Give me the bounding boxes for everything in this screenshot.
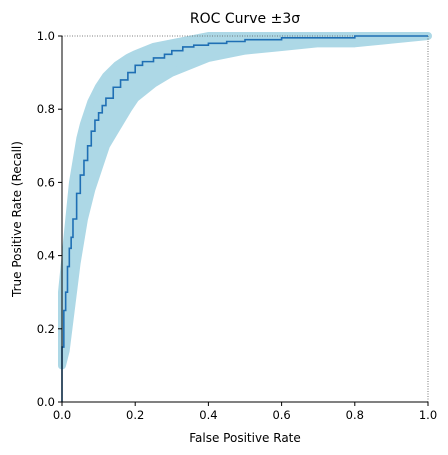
x-tick-label: 1.0 [419,408,437,422]
y-tick-label: 0.0 [37,395,55,409]
x-tick-label: 0.8 [346,408,364,422]
x-tick-label: 0.6 [272,408,290,422]
plot-area [58,32,432,402]
y-axis-label: True Positive Rate (Recall) [10,141,24,298]
x-tick-label: 0.4 [199,408,217,422]
roc-line [61,35,428,402]
y-tick-label: 0.6 [37,175,55,189]
y-tick-label: 0.8 [37,102,55,116]
y-tick-label: 1.0 [37,29,55,43]
x-ticks: 0.0 0.2 0.4 0.6 0.8 1.0 [53,402,437,422]
y-tick-label: 0.2 [37,322,55,336]
x-tick-label: 0.2 [126,408,144,422]
y-ticks: 0.0 0.2 0.4 0.6 0.8 1.0 [37,29,62,409]
confidence-band [58,32,432,370]
x-tick-label: 0.0 [53,408,71,422]
axes [61,36,428,403]
x-axis-label: False Positive Rate [189,431,301,445]
y-tick-label: 0.4 [37,249,55,263]
chart-title: ROC Curve ±3σ [190,11,300,27]
